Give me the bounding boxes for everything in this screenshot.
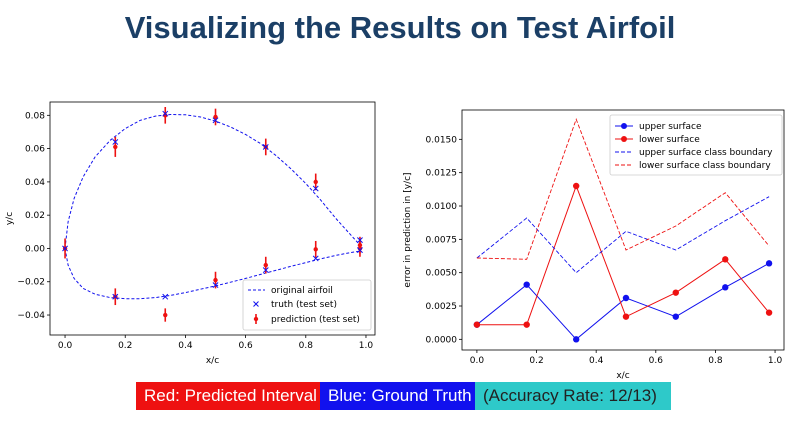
y-tick-label: 0.0075 [426, 235, 458, 245]
prediction-point [163, 312, 168, 318]
truth-point [112, 293, 119, 300]
legend-label: upper surface [639, 122, 702, 132]
x-tick-label: 0.8 [299, 341, 314, 351]
x-axis-label: x/c [616, 371, 629, 381]
predicted-interval-badge: Red: Predicted Interval [136, 382, 330, 410]
series-point [722, 284, 729, 291]
truth-point [162, 293, 169, 300]
y-tick-label: 0.08 [25, 111, 45, 121]
ground-truth-badge: Blue: Ground Truth [320, 382, 484, 410]
truth-point [112, 138, 119, 145]
x-tick-label: 0.0 [470, 356, 485, 366]
truth-point [162, 110, 169, 117]
series-point [622, 313, 630, 320]
legend-label: lower surface class boundary [639, 161, 771, 171]
x-tick-label: 1.0 [768, 356, 783, 366]
series-line-0 [476, 262, 770, 340]
prediction-point [313, 247, 318, 252]
series-point [722, 256, 729, 263]
y-axis-label: error in prediction in [y/c] [403, 172, 413, 287]
x-tick-label: 0.4 [589, 356, 604, 366]
series-point [473, 321, 481, 328]
prediction-point [113, 144, 118, 150]
y-tick-label: 0.0125 [426, 169, 458, 179]
series-line-2 [476, 196, 770, 274]
truth-point [212, 117, 219, 124]
legend-truth-swatch [253, 301, 259, 307]
x-tick-label: 0.2 [118, 341, 132, 351]
truth-point [262, 143, 269, 150]
x-axis-label: x/c [206, 356, 219, 366]
legend-box [242, 279, 372, 331]
series-line-3 [476, 117, 770, 260]
y-tick-label: 0.04 [25, 178, 45, 188]
prediction-point [263, 262, 268, 268]
y-tick-label: 0.0025 [426, 302, 458, 312]
plot-frame [49, 101, 376, 336]
series-point [572, 336, 580, 343]
truth-point [62, 245, 68, 252]
series-point [622, 294, 630, 302]
x-tick-label: 0.4 [178, 341, 193, 351]
series-point [672, 289, 679, 296]
x-tick-label: 0.2 [529, 356, 543, 366]
legend-box [609, 114, 783, 176]
legend-label: prediction (test set) [271, 315, 360, 325]
prediction-point [313, 179, 318, 185]
x-tick-label: 0.0 [58, 341, 73, 351]
x-tick-label: 0.6 [649, 356, 664, 366]
error-chart: 0.0 0.2 0.4 0.6 0.8 1.0 0.0000 0.0025 0.0050 0.00… [403, 109, 785, 381]
truth-point [212, 282, 219, 289]
y-tick-label: 0.0050 [426, 269, 458, 279]
y-tick-label: 0.06 [25, 145, 45, 155]
prediction-point [213, 114, 218, 120]
y-tick-label: −0.04 [17, 311, 45, 321]
airfoil-chart: 0.0 0.2 0.4 0.6 0.8 1.0 −0.04 −0.02 0.00 0.02 0.04… [5, 101, 376, 366]
airfoil-upper-line [64, 113, 361, 249]
series-point [572, 182, 580, 190]
prediction-point [213, 277, 218, 283]
legend-label: lower surface [639, 135, 700, 145]
truth-point [262, 267, 269, 274]
y-tick-label: 0.0100 [426, 202, 458, 212]
y-tick-label: 0.0000 [426, 335, 458, 345]
series-point [672, 313, 679, 320]
y-tick-label: 0.0150 [426, 135, 458, 145]
legend-label: truth (test set) [271, 300, 337, 310]
truth-point [312, 185, 319, 192]
series-point [523, 281, 530, 288]
slide-title: Visualizing the Results on Test Airfoil [124, 10, 676, 45]
x-tick-label: 0.6 [238, 341, 253, 351]
series-point [523, 321, 530, 328]
y-axis-label: y/c [5, 212, 15, 225]
legend-label: upper surface class boundary [639, 148, 773, 158]
legend-marker [621, 123, 627, 129]
x-tick-label: 1.0 [359, 341, 374, 351]
plot-frame [461, 109, 785, 351]
x-tick-label: 0.8 [708, 356, 723, 366]
series-line-1 [476, 184, 770, 326]
legend-marker [621, 136, 627, 142]
legend-label: original airfoil [271, 286, 333, 296]
truth-point [357, 247, 363, 254]
accuracy-rate-badge: (Accuracy Rate: 12/13) [475, 382, 671, 410]
legend-prediction-swatch [253, 316, 259, 322]
series-point [765, 309, 773, 316]
truth-point [312, 255, 319, 262]
y-tick-label: 0.00 [25, 244, 45, 254]
y-tick-label: −0.02 [17, 278, 45, 288]
series-point [765, 260, 773, 267]
y-tick-label: 0.02 [25, 211, 45, 221]
truth-point [357, 237, 363, 244]
